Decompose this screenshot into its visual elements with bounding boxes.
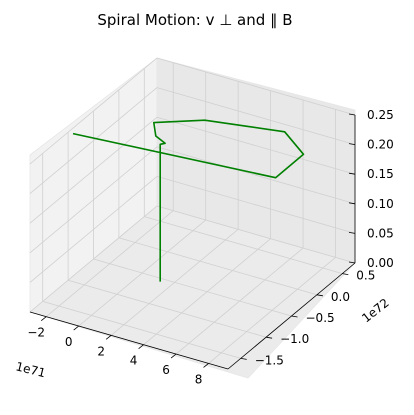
chart-title: Spiral Motion: v ⊥ and ∥ B xyxy=(97,11,292,29)
z-tick-mark xyxy=(348,202,356,205)
x-tick-label: 6 xyxy=(162,363,170,377)
x-tick-mark xyxy=(138,344,144,350)
z-grid-right-line xyxy=(156,176,356,234)
z-grid-left-line xyxy=(29,87,158,194)
x-tick-mark xyxy=(203,363,209,368)
y-tick-label: 0.5 xyxy=(356,269,375,283)
z-tick-mark xyxy=(348,172,356,175)
series-layer xyxy=(72,119,305,282)
x-tick-label: 2 xyxy=(97,344,105,358)
axis-panes xyxy=(29,57,356,379)
x-tick-label: 4 xyxy=(130,354,138,368)
axes: −2 0 2 4 6 8 −1.5 −1.0 −0.5 0.0 0.50.00 0.05 0.10 0.1… xyxy=(27,108,393,386)
x-tick-mark xyxy=(73,325,79,331)
z-grid-left-line xyxy=(29,116,158,224)
z-grid-right-line xyxy=(156,205,356,264)
z-grid-left-line xyxy=(29,176,158,283)
y-tick-label: 0.0 xyxy=(331,290,350,304)
y-tick-label: −1.0 xyxy=(280,332,309,346)
x-axis-line xyxy=(29,311,229,370)
z-tick-label: 0.20 xyxy=(367,138,394,152)
y-tick-label: −1.5 xyxy=(255,353,284,367)
y-tick-mark xyxy=(316,294,323,297)
x-tick-label: 0 xyxy=(65,335,73,349)
y-grid-floor-line xyxy=(144,216,343,274)
y-axis-line xyxy=(227,262,356,370)
y-grid-floor-line xyxy=(67,279,267,338)
z-tick-label: 0.10 xyxy=(367,197,394,211)
trajectory-line xyxy=(72,119,305,282)
z-grid-right-line xyxy=(156,87,356,145)
x-tick-label: −2 xyxy=(27,326,45,340)
y-tick-mark xyxy=(240,358,247,360)
y-tick-mark xyxy=(266,336,273,339)
x-tick-mark xyxy=(105,335,112,340)
z-tick-label: 0.00 xyxy=(367,256,394,270)
z-grid-left-line xyxy=(29,146,158,254)
x-tick-label: 8 xyxy=(195,372,203,386)
y-tick-label: −0.5 xyxy=(306,311,335,325)
z-grid-right-line xyxy=(156,116,356,175)
z-tick-mark xyxy=(348,143,356,145)
y-tick-mark xyxy=(342,273,349,275)
z-tick-mark xyxy=(348,261,356,264)
z-grid-left-line xyxy=(29,57,158,165)
z-grid-right-line xyxy=(156,57,356,116)
y-offset-label: 1e72 xyxy=(359,296,391,326)
y-grid-floor-line xyxy=(93,258,292,317)
z-tick-mark xyxy=(348,113,356,116)
z-tick-label: 0.05 xyxy=(367,226,394,240)
y-grid-floor-line xyxy=(118,237,318,296)
x-tick-mark xyxy=(170,353,177,359)
x-offset-label: 1e71 xyxy=(14,359,47,380)
z-tick-mark xyxy=(348,232,356,234)
y-tick-mark xyxy=(291,315,298,318)
y-grid-floor-line xyxy=(42,301,241,359)
z-tick-label: 0.15 xyxy=(367,167,394,181)
z-tick-label: 0.25 xyxy=(367,108,394,122)
z-grid-left-line xyxy=(29,205,158,313)
z-grid-right-line xyxy=(156,146,356,205)
x-tick-mark xyxy=(40,316,47,321)
grid-lines xyxy=(29,57,356,364)
